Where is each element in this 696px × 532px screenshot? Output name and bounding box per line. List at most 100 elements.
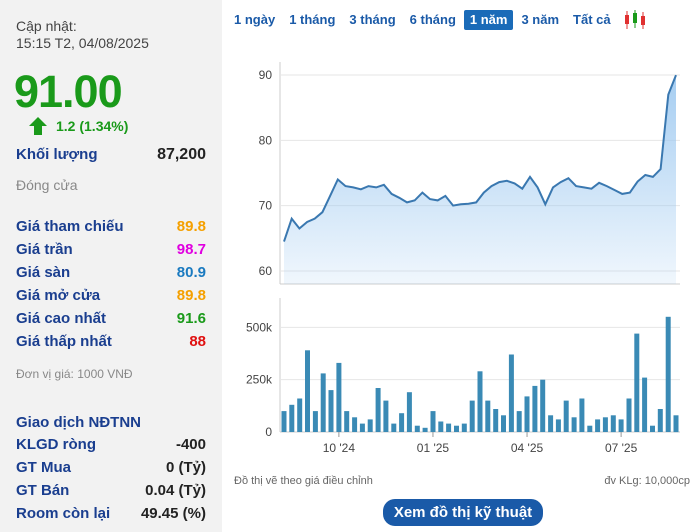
price-volume-chart: 60 70 80 90 0 250k 500k 10 '24 01 '25 04 '25 07 '2… [246, 62, 680, 455]
volume-bar [438, 421, 444, 432]
volume-tick-label: 500k [246, 320, 273, 334]
volume-bar [563, 400, 569, 432]
volume-bar [485, 400, 491, 432]
volume-bar [650, 425, 655, 432]
volume-bar [359, 423, 365, 432]
volume-bar [414, 425, 420, 432]
volume-bar [477, 371, 483, 432]
price-area [284, 75, 676, 284]
volume-bar [508, 354, 514, 432]
volume-bar [524, 396, 530, 432]
volume-bar [618, 419, 624, 432]
price-tick-label: 60 [259, 264, 273, 278]
volume-bar [430, 411, 436, 432]
volume-value: 87,200 [157, 146, 206, 163]
volume-bar [469, 400, 475, 432]
volume-bar [312, 411, 318, 432]
volume-bar [665, 316, 671, 432]
price-row-value: 88 [189, 333, 206, 350]
volume-tick-label: 250k [246, 373, 273, 387]
price-row-label: Giá cao nhất [16, 310, 107, 327]
volume-bar [281, 411, 287, 432]
price-tick-label: 70 [259, 199, 273, 213]
volume-bar [501, 415, 506, 433]
foreign-row-label: KLGD ròng [16, 436, 96, 453]
volume-bar [399, 413, 405, 432]
volume-bar [595, 419, 601, 432]
volume-bar [673, 415, 679, 433]
volume-bar [461, 423, 467, 432]
volume-bar [383, 400, 389, 432]
candlestick-icon[interactable] [623, 10, 647, 30]
market-status: Đóng cửa [16, 177, 78, 193]
volume-bar [344, 411, 350, 432]
volume-bar [587, 425, 593, 432]
volume-bar [571, 417, 577, 432]
arrow-up-icon [29, 117, 47, 135]
technical-chart-button[interactable]: Xem đồ thị kỹ thuật [383, 499, 543, 526]
volume-bar [657, 409, 663, 432]
price-row-label: Giá mở cửa [16, 287, 101, 304]
foreign-title: Giao dịch NĐTNN [16, 414, 206, 431]
current-price: 91.00 [14, 66, 123, 117]
foreign-row-label: GT Bán [16, 482, 70, 499]
volume-row: Khối lượng 87,200 [16, 146, 206, 164]
price-tick-label: 90 [259, 68, 273, 82]
price-row-label: Giá sàn [16, 264, 71, 281]
volume-bar [336, 362, 342, 432]
tab-period[interactable]: Tất cả [573, 12, 611, 27]
price-line [283, 74, 677, 242]
volume-label: Khối lượng [16, 146, 98, 163]
tab-period[interactable]: 3 tháng [349, 12, 396, 27]
price-row: Giá thấp nhất 88 [16, 333, 206, 350]
volume-bar [328, 390, 334, 432]
update-label: Cập nhật: [16, 18, 77, 34]
volume-bar [493, 409, 499, 432]
volume-bar [626, 398, 632, 432]
price-row-label: Giá thấp nhất [16, 333, 112, 350]
foreign-row: GT Bán 0.04 (Tỷ) [16, 482, 206, 499]
volume-bar [602, 417, 608, 432]
volume-bar [320, 373, 326, 432]
tab-period[interactable]: 3 năm [521, 12, 560, 27]
stock-info-panel: Cập nhật: 15:15 T2, 04/08/2025 91.00 1.2… [0, 0, 222, 532]
chart-note: Đồ thị vẽ theo giá điều chỉnh [234, 475, 373, 487]
change-value: 1.2 (1.34%) [56, 118, 129, 134]
volume-bar [422, 427, 428, 432]
volume-bar [375, 388, 381, 432]
tab-period[interactable]: 1 ngày [234, 12, 276, 27]
volume-bar [548, 415, 554, 433]
volume-bar [391, 423, 397, 432]
tab-period[interactable]: 6 tháng [409, 12, 456, 27]
foreign-row-value: 0.04 (Tỷ) [145, 482, 206, 499]
price-row: Giá sàn 80.9 [16, 264, 206, 281]
foreign-row-value: -400 [175, 436, 206, 453]
volume-bar [634, 333, 640, 432]
volume-bar [516, 411, 522, 432]
volume-bar [367, 419, 373, 432]
price-row-label: Giá tham chiếu [16, 218, 124, 235]
foreign-row-value: 49.45 (%) [140, 505, 206, 522]
x-tick-label: 10 '24 [323, 441, 356, 455]
volume-bar [642, 377, 648, 432]
x-tick-label: 01 '25 [417, 441, 450, 455]
volume-bar [406, 392, 412, 432]
price-row-value: 80.9 [176, 264, 206, 281]
tab-period[interactable]: 1 năm [463, 10, 514, 30]
volume-bar [289, 404, 295, 432]
price-row-label: Giá trần [16, 241, 73, 258]
price-row: Giá trần 98.7 [16, 241, 206, 258]
foreign-row-label: GT Mua [16, 459, 71, 476]
price-row: Giá mở cửa 89.8 [16, 287, 206, 304]
price-tick-label: 80 [259, 133, 273, 147]
price-row-value: 89.8 [176, 287, 206, 304]
volume-bar [579, 398, 585, 432]
update-time: Cập nhật: 15:15 T2, 04/08/2025 [16, 18, 149, 52]
period-tabs: 1 ngày 1 tháng 3 tháng 6 tháng 1 năm 3 năm Tất… [228, 10, 647, 30]
tab-period[interactable]: 1 tháng [289, 12, 336, 27]
price-row: Giá cao nhất 91.6 [16, 310, 206, 327]
x-tick-label: 04 '25 [511, 441, 544, 455]
unit-note: Đơn vị giá: 1000 VNĐ [16, 367, 133, 381]
volume-bar [532, 385, 538, 432]
volume-bar [446, 423, 452, 432]
